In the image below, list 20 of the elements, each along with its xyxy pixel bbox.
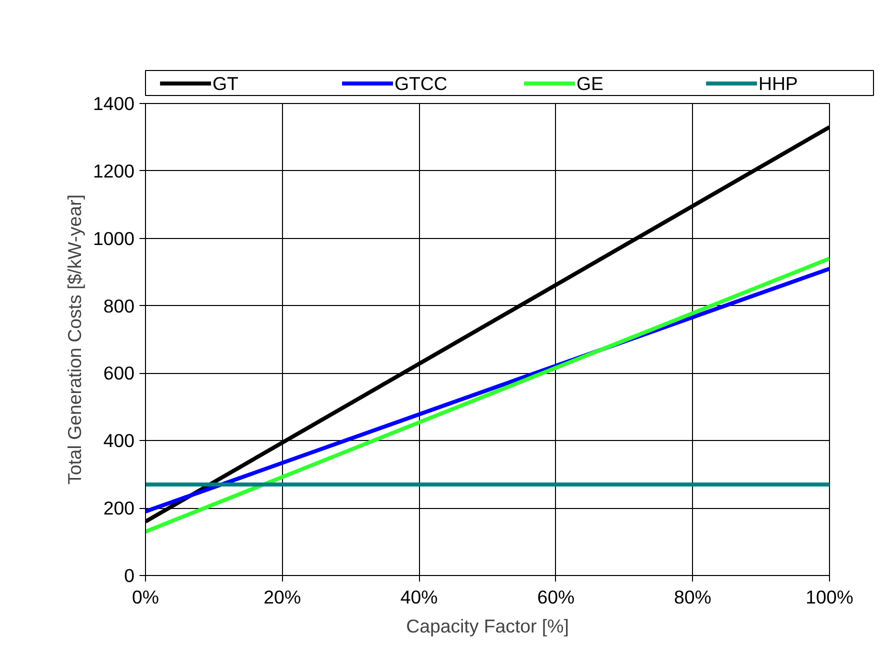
y-tick-label: 1400 xyxy=(92,93,135,114)
x-tick-label: 60% xyxy=(537,586,575,608)
y-tick-label: 1000 xyxy=(92,228,135,249)
y-tick-label: 800 xyxy=(103,295,135,316)
legend-label: GTCC xyxy=(394,73,448,94)
legend-label: HHP xyxy=(758,73,798,94)
x-tick-label: 80% xyxy=(674,586,712,608)
x-tick-label: 40% xyxy=(400,586,438,608)
y-tick-label: 400 xyxy=(103,430,135,452)
legend-label: GE xyxy=(576,73,604,94)
y-tick-label: 0 xyxy=(124,565,135,586)
x-axis-title: Capacity Factor [%] xyxy=(406,616,569,636)
y-tick-label: 1200 xyxy=(92,160,135,182)
y-tick-label: 200 xyxy=(103,498,135,519)
x-tick-label: 20% xyxy=(264,586,301,608)
x-tick-label: 100% xyxy=(806,586,854,608)
legend-label: GT xyxy=(212,73,238,94)
x-tick-label: 0% xyxy=(132,586,159,608)
y-axis-title: Total Generation Costs [$/kW-year] xyxy=(64,194,85,484)
y-tick-label: 600 xyxy=(103,362,135,384)
